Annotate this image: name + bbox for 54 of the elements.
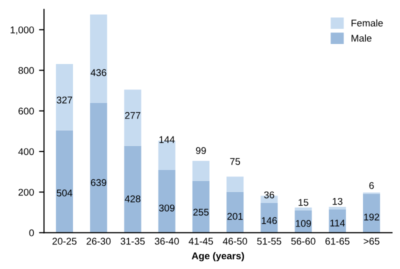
data-label: 201 <box>227 212 243 220</box>
data-label: 639 <box>90 179 106 186</box>
data-label: 277 <box>125 112 140 119</box>
x-axis-title: Age (years) <box>192 252 244 262</box>
x-tick-label: 41-45 <box>188 238 213 245</box>
data-label: 15 <box>298 199 308 206</box>
bar <box>192 180 210 233</box>
bar <box>226 192 244 233</box>
y-tick-label: 800 <box>18 67 34 74</box>
x-tick-label: 46-50 <box>222 238 248 245</box>
data-label: 428 <box>124 195 140 202</box>
data-label: 504 <box>56 190 72 196</box>
x-tick-label: 51-55 <box>257 238 282 245</box>
bar <box>90 14 108 103</box>
y-tick-label: 1,000 <box>10 26 34 34</box>
x-tick-label: 31-35 <box>120 238 145 245</box>
data-label: 13 <box>332 198 342 205</box>
data-label: 109 <box>296 220 311 227</box>
data-label: 146 <box>262 217 277 224</box>
y-tick-label: 200 <box>18 188 34 196</box>
data-label: 327 <box>56 96 72 104</box>
y-tick-label: 0 <box>29 229 34 236</box>
y-tick-label: 400 <box>18 148 34 156</box>
data-label: 255 <box>193 208 209 216</box>
data-label: 99 <box>196 147 206 154</box>
bar <box>158 170 176 233</box>
bar <box>56 130 73 233</box>
bar <box>124 146 142 233</box>
bar <box>90 102 108 233</box>
data-label: 309 <box>159 204 174 212</box>
data-label: 114 <box>330 220 345 226</box>
x-tick-label: 61-65 <box>325 238 350 245</box>
x-tick-label: 20-25 <box>52 238 76 245</box>
data-label: 6 <box>369 182 374 190</box>
bar <box>192 160 210 181</box>
bar <box>294 208 312 211</box>
y-tick-label: 600 <box>18 108 34 115</box>
legend-label: Male <box>352 34 372 42</box>
bar <box>328 206 346 210</box>
bar <box>124 90 142 146</box>
bar <box>56 64 73 130</box>
bar <box>260 203 278 233</box>
bar <box>363 194 380 233</box>
data-label: 36 <box>264 191 274 198</box>
bar <box>226 176 244 192</box>
data-label: 144 <box>159 136 175 143</box>
legend-label: Female <box>352 19 383 27</box>
x-tick-label: 36-40 <box>154 238 179 245</box>
x-tick-label: >65 <box>364 238 380 245</box>
x-tick-label: 26-30 <box>86 238 111 245</box>
data-label: 75 <box>230 158 240 165</box>
x-tick-label: 56-60 <box>291 238 316 245</box>
data-label: 192 <box>364 214 380 220</box>
data-label: 436 <box>90 69 106 76</box>
